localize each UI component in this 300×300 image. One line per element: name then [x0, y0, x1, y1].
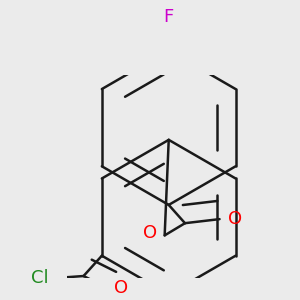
- Text: Cl: Cl: [32, 269, 49, 287]
- Text: O: O: [143, 224, 158, 242]
- Text: O: O: [228, 210, 242, 228]
- Text: O: O: [114, 279, 128, 297]
- Text: F: F: [164, 8, 174, 26]
